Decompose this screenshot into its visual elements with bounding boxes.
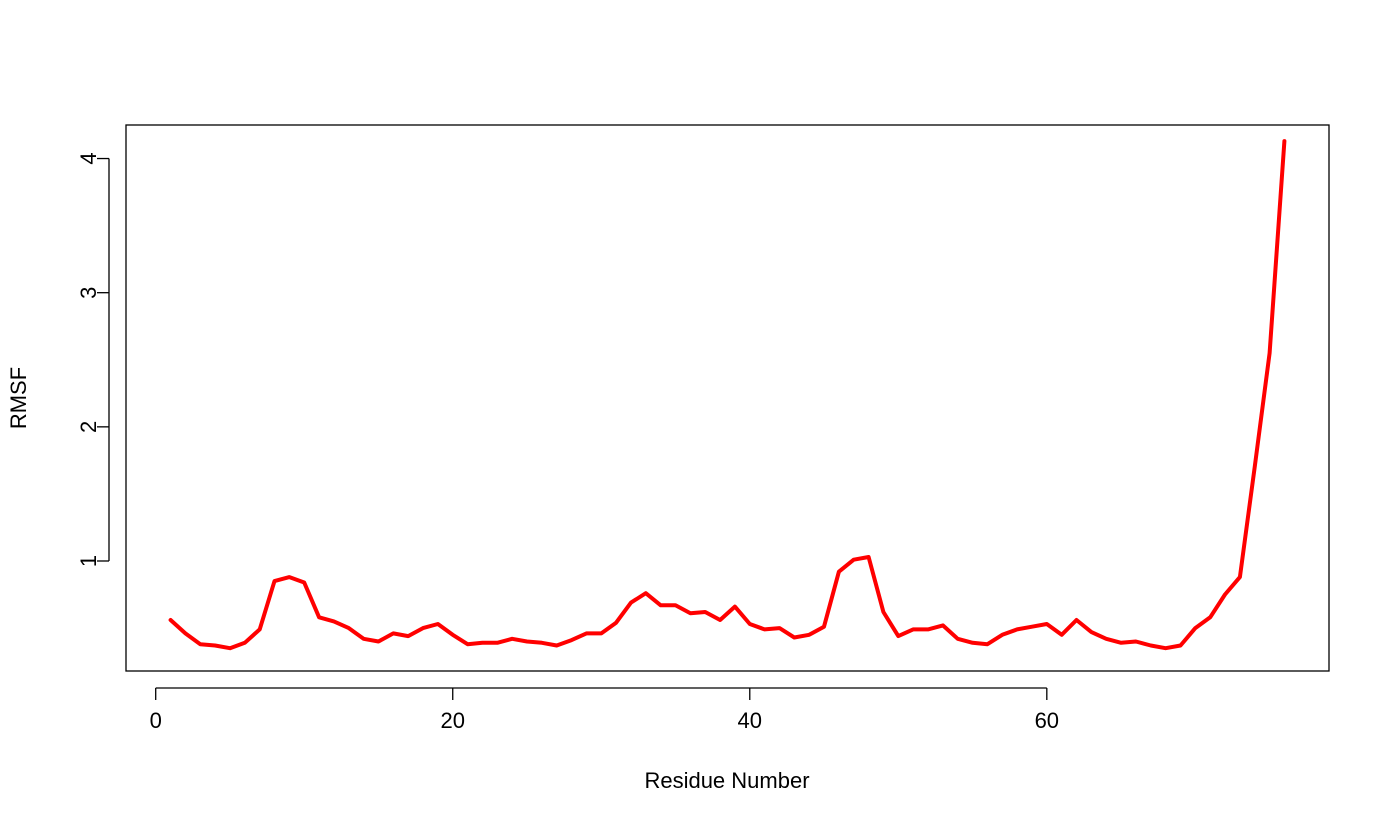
x-axis: 0 20 40 60 xyxy=(150,687,1059,733)
y-tick-label: 3 xyxy=(76,287,101,299)
x-tick-label: 40 xyxy=(738,708,762,733)
rmsf-series-line xyxy=(168,139,1287,651)
y-axis-label: RMSF xyxy=(6,367,31,429)
y-axis: 1 2 3 4 xyxy=(76,152,110,567)
y-tick-label: 4 xyxy=(76,152,101,164)
plot-area-frame xyxy=(125,124,1330,672)
x-tick-label: 0 xyxy=(150,708,162,733)
x-tick-label: 60 xyxy=(1035,708,1059,733)
x-tick-label: 20 xyxy=(440,708,464,733)
y-tick-label: 2 xyxy=(76,421,101,433)
y-tick-label: 1 xyxy=(76,555,101,567)
x-axis-label: Residue Number xyxy=(644,768,809,793)
